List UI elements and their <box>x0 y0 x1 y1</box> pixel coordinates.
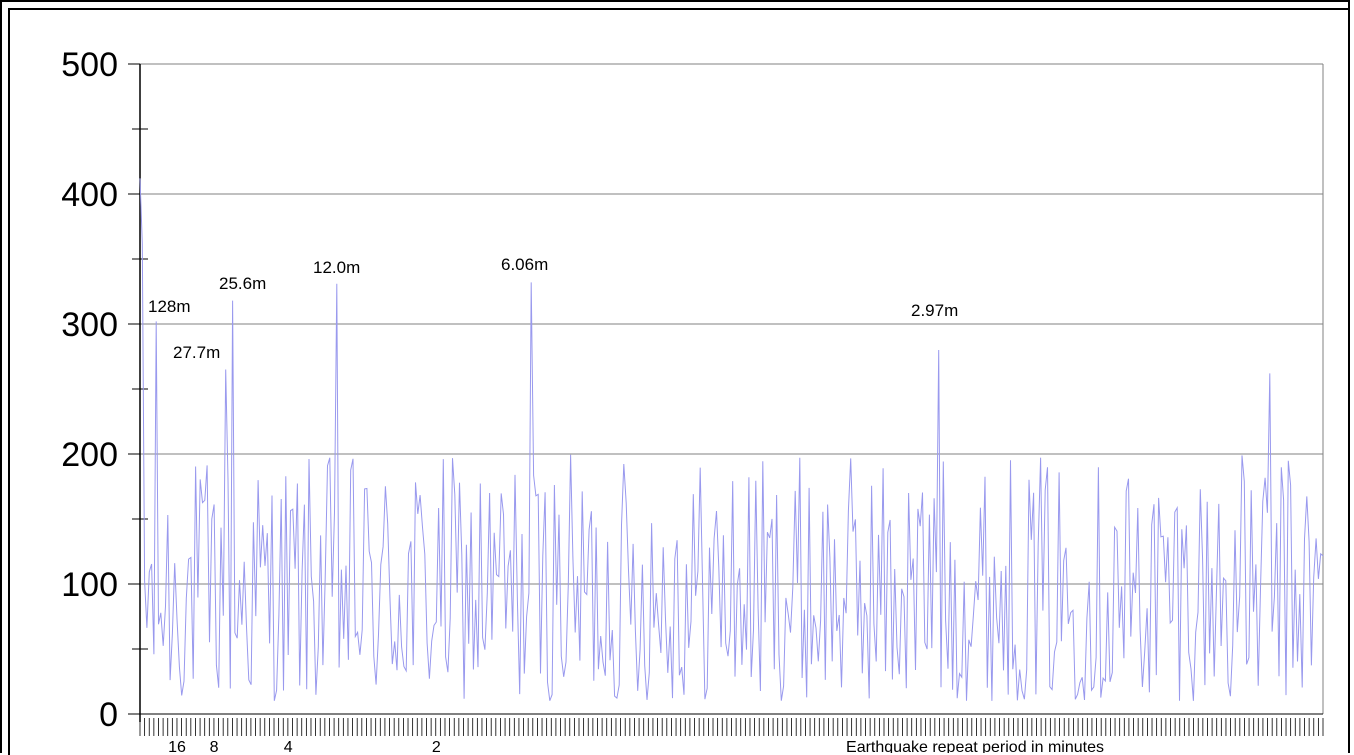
ytick-label-0: 0 <box>99 696 118 734</box>
ytick-label-500: 500 <box>61 46 118 84</box>
annotation-25-6m: 25.6m <box>219 274 266 293</box>
ytick-label-400: 400 <box>61 176 118 214</box>
annotation-27-7m: 27.7m <box>173 343 220 362</box>
annotation-12-0m: 12.0m <box>313 258 360 277</box>
annotation-6-06m: 6.06m <box>501 255 548 274</box>
series-layer <box>139 178 1324 701</box>
series-line-spectrum <box>139 178 1324 701</box>
annotation-2-97m: 2.97m <box>911 301 958 320</box>
x-axis-label: Earthquake repeat period in minutes <box>846 739 1104 753</box>
annotation-128m: 128m <box>148 297 191 316</box>
xtick-label-2: 2 <box>432 739 441 753</box>
xtick-label-8: 8 <box>210 739 219 753</box>
chart-frame-inner <box>8 8 1350 755</box>
ytick-label-100: 100 <box>61 566 118 604</box>
axes <box>128 63 1324 736</box>
xtick-label-4: 4 <box>284 739 293 753</box>
labels-layer: 0 100 200 300 400 500 16 8 4 2 Earthquake repeat p… <box>61 46 1104 753</box>
grid-lines <box>140 63 1324 714</box>
ytick-label-300: 300 <box>61 306 118 344</box>
xtick-label-16: 16 <box>168 739 186 753</box>
ytick-label-200: 200 <box>61 436 118 474</box>
